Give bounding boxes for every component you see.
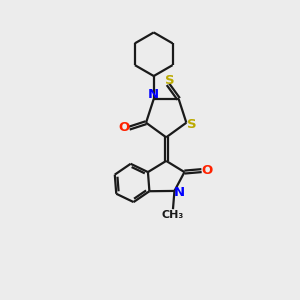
Text: CH₃: CH₃ (161, 210, 184, 220)
Text: O: O (201, 164, 212, 176)
Text: S: S (188, 118, 197, 131)
Text: S: S (165, 74, 175, 87)
Text: N: N (148, 88, 159, 101)
Text: N: N (174, 186, 185, 199)
Text: O: O (118, 121, 130, 134)
